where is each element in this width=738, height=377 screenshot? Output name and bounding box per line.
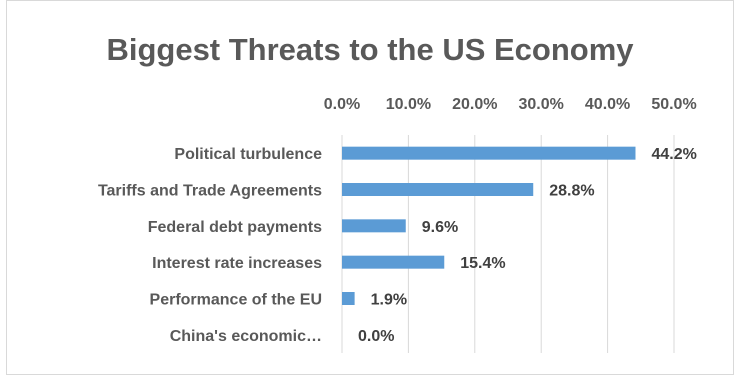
data-label: 44.2% [651,146,696,163]
x-tick-label: 30.0% [519,96,564,113]
bar [342,292,355,305]
bar [342,255,445,269]
data-label: 0.0% [358,328,394,345]
bar [342,219,406,233]
category-label: Federal debt payments [148,219,322,236]
x-tick-label: 20.0% [452,96,497,113]
x-tick-label: 40.0% [585,96,630,113]
bars [342,146,636,305]
data-label: 28.8% [549,183,594,200]
bar [342,146,636,160]
category-label: Tariffs and Trade Agreements [98,183,322,200]
x-tick-label: 10.0% [386,96,431,113]
x-tick-label: 0.0% [324,96,360,113]
category-label: Interest rate increases [152,255,322,272]
gridlines [341,135,675,353]
category-label: Performance of the EU [150,292,322,309]
chart-title: Biggest Threats to the US Economy [106,32,634,67]
data-label: 9.6% [422,219,458,236]
category-label: China's economic… [170,328,322,345]
category-labels: Political turbulence Tariffs and Trade Ag… [98,146,322,345]
data-label: 15.4% [460,255,505,272]
data-label: 1.9% [371,292,407,309]
bar [342,183,534,196]
category-label: Political turbulence [174,146,322,163]
data-labels: 44.2% 28.8% 9.6% 15.4% 1.9% 0.0% [358,146,697,345]
x-tick-label: 50.0% [651,96,696,113]
x-axis-tick-labels: 0.0% 10.0% 20.0% 30.0% 40.0% 50.0% [324,96,697,113]
